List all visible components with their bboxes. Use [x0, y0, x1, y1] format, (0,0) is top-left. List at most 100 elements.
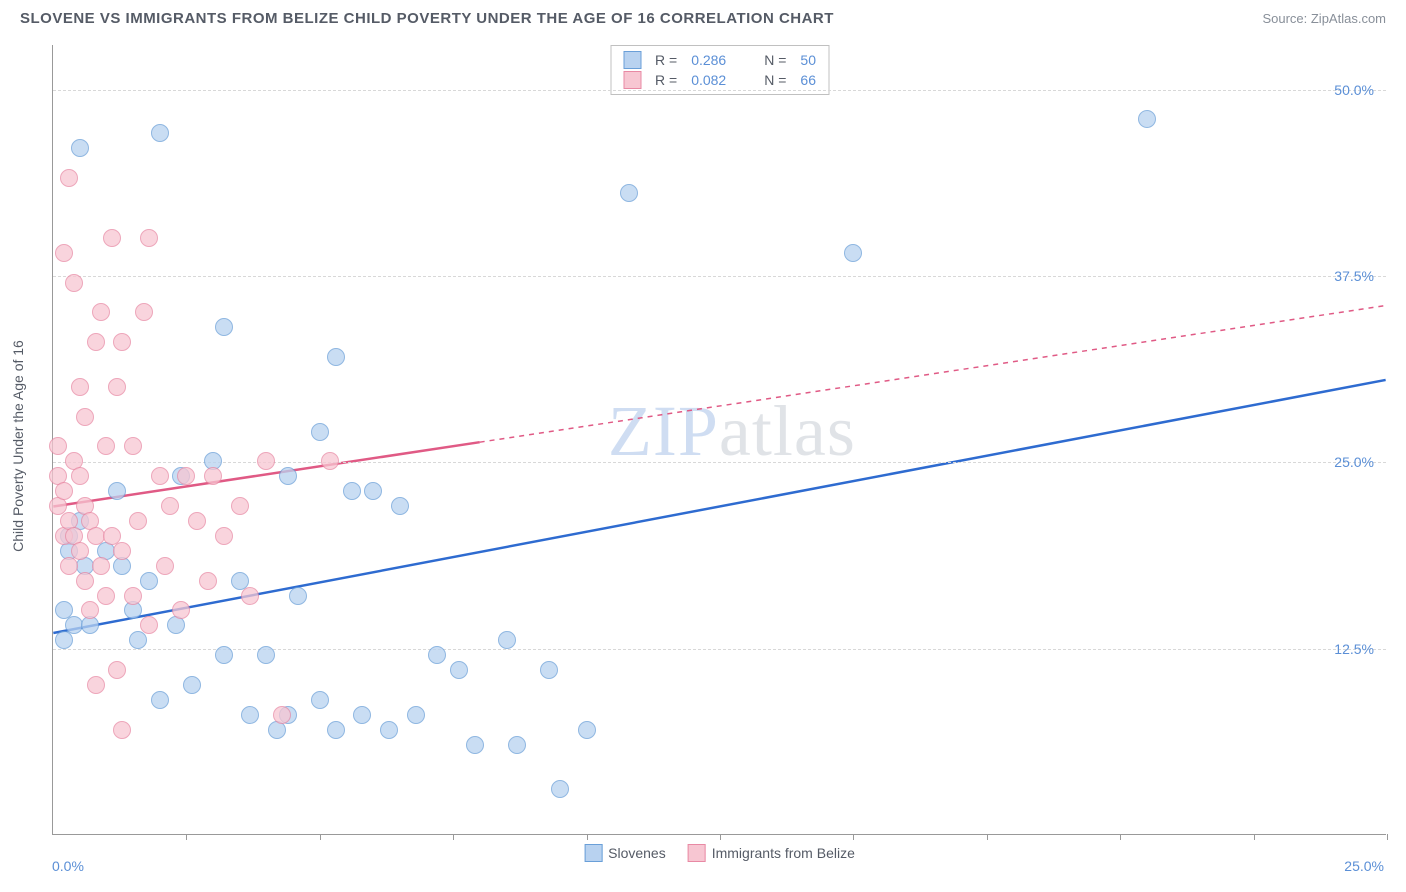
data-point	[380, 721, 398, 739]
gridline	[53, 649, 1386, 650]
data-point	[161, 497, 179, 515]
y-tick-label: 50.0%	[1334, 82, 1374, 98]
legend-swatch	[688, 844, 706, 862]
data-point	[151, 467, 169, 485]
chart-plot-area: ZIPatlas R =0.286N =50R =0.082N =66 Slov…	[52, 45, 1386, 835]
data-point	[60, 557, 78, 575]
data-point	[108, 482, 126, 500]
data-point	[113, 542, 131, 560]
legend-swatch	[584, 844, 602, 862]
data-point	[407, 706, 425, 724]
gridline	[53, 276, 1386, 277]
data-point	[97, 587, 115, 605]
data-point	[76, 572, 94, 590]
data-point	[124, 587, 142, 605]
data-point	[231, 497, 249, 515]
data-point	[71, 139, 89, 157]
data-point	[364, 482, 382, 500]
data-point	[124, 437, 142, 455]
y-tick-label: 37.5%	[1334, 268, 1374, 284]
x-tick	[853, 834, 854, 840]
data-point	[92, 557, 110, 575]
data-point	[76, 408, 94, 426]
source-attribution: Source: ZipAtlas.com	[1262, 11, 1386, 26]
data-point	[215, 318, 233, 336]
data-point	[215, 646, 233, 664]
data-point	[60, 169, 78, 187]
series-legend: Slovenes Immigrants from Belize	[584, 844, 855, 862]
data-point	[183, 676, 201, 694]
data-point	[108, 661, 126, 679]
data-point	[177, 467, 195, 485]
data-point	[55, 631, 73, 649]
data-point	[215, 527, 233, 545]
y-tick-label: 12.5%	[1334, 641, 1374, 657]
y-axis-label: Child Poverty Under the Age of 16	[10, 340, 26, 552]
data-point	[71, 542, 89, 560]
r-value: 0.286	[691, 52, 726, 68]
data-point	[55, 482, 73, 500]
x-tick	[320, 834, 321, 840]
data-point	[844, 244, 862, 262]
n-value: 66	[800, 72, 816, 88]
x-axis-min-label: 0.0%	[52, 858, 84, 874]
data-point	[498, 631, 516, 649]
data-point	[327, 721, 345, 739]
stats-legend-row: R =0.082N =66	[623, 70, 816, 90]
x-axis-max-label: 25.0%	[1344, 858, 1384, 874]
data-point	[353, 706, 371, 724]
r-label: R =	[655, 52, 677, 68]
stats-legend-row: R = 0.286 N = 50	[623, 50, 816, 70]
r-value: 0.082	[691, 72, 726, 88]
data-point	[151, 691, 169, 709]
data-point	[540, 661, 558, 679]
data-point	[343, 482, 361, 500]
data-point	[113, 721, 131, 739]
data-point	[257, 646, 275, 664]
x-tick	[186, 834, 187, 840]
legend-swatch	[623, 71, 641, 89]
data-point	[55, 244, 73, 262]
data-point	[428, 646, 446, 664]
data-point	[71, 378, 89, 396]
data-point	[49, 437, 67, 455]
n-label: N =	[764, 52, 786, 68]
data-point	[129, 512, 147, 530]
data-point	[578, 721, 596, 739]
data-point	[87, 676, 105, 694]
legend-label: Slovenes	[608, 845, 666, 861]
legend-item: Immigrants from Belize	[688, 844, 855, 862]
data-point	[466, 736, 484, 754]
data-point	[508, 736, 526, 754]
legend-label: Immigrants from Belize	[712, 845, 855, 861]
x-tick	[1387, 834, 1388, 840]
gridline	[53, 90, 1386, 91]
x-tick	[587, 834, 588, 840]
data-point	[241, 587, 259, 605]
data-point	[391, 497, 409, 515]
data-point	[257, 452, 275, 470]
data-point	[71, 467, 89, 485]
data-point	[620, 184, 638, 202]
legend-swatch	[623, 51, 641, 69]
chart-title: SLOVENE VS IMMIGRANTS FROM BELIZE CHILD …	[20, 10, 834, 27]
n-value: 50	[800, 52, 816, 68]
data-point	[87, 333, 105, 351]
data-point	[279, 467, 297, 485]
data-point	[140, 229, 158, 247]
data-point	[108, 378, 126, 396]
data-point	[97, 437, 115, 455]
n-label: N =	[764, 72, 786, 88]
data-point	[273, 706, 291, 724]
x-tick	[987, 834, 988, 840]
data-point	[156, 557, 174, 575]
data-point	[241, 706, 259, 724]
data-point	[199, 572, 217, 590]
data-point	[204, 467, 222, 485]
data-point	[129, 631, 147, 649]
gridline	[53, 462, 1386, 463]
data-point	[321, 452, 339, 470]
data-point	[140, 616, 158, 634]
data-point	[81, 601, 99, 619]
data-point	[113, 333, 131, 351]
